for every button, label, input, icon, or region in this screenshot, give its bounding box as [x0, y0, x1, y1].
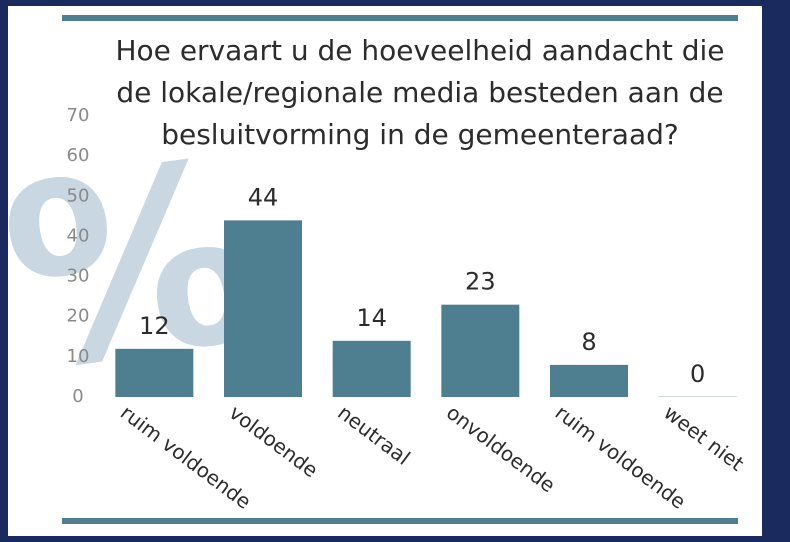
y-tick-label: 50: [67, 185, 90, 206]
bottom-rule: [62, 518, 738, 524]
value-label: 14: [356, 304, 387, 332]
x-tick-label: weet niet: [659, 400, 748, 476]
y-tick-label: 30: [67, 266, 90, 287]
value-label: 8: [581, 328, 596, 356]
bar: [332, 340, 411, 397]
x-tick-label: onvoldoende: [442, 400, 560, 497]
y-tick-label: 70: [67, 105, 90, 126]
top-rule: [62, 15, 738, 21]
value-label: 12: [139, 312, 170, 340]
y-tick-label: 20: [67, 306, 90, 327]
chart-title: Hoe ervaart u de hoeveelheid aandacht di…: [115, 34, 725, 151]
value-label: 23: [465, 268, 496, 296]
bar: [441, 304, 520, 397]
value-label: 44: [248, 183, 279, 211]
y-tick-label: 60: [67, 145, 90, 166]
value-label: 0: [690, 360, 705, 388]
bar: [550, 364, 628, 397]
y-tick-label: 0: [72, 386, 83, 407]
x-tick-label: neutraal: [333, 400, 414, 470]
y-tick-label: 10: [67, 346, 90, 367]
y-tick-label: 40: [67, 225, 90, 246]
bar: [224, 220, 302, 397]
bar: [658, 396, 737, 397]
panel: [8, 6, 762, 536]
x-tick-label: voldoende: [225, 400, 323, 482]
bar: [115, 348, 194, 397]
